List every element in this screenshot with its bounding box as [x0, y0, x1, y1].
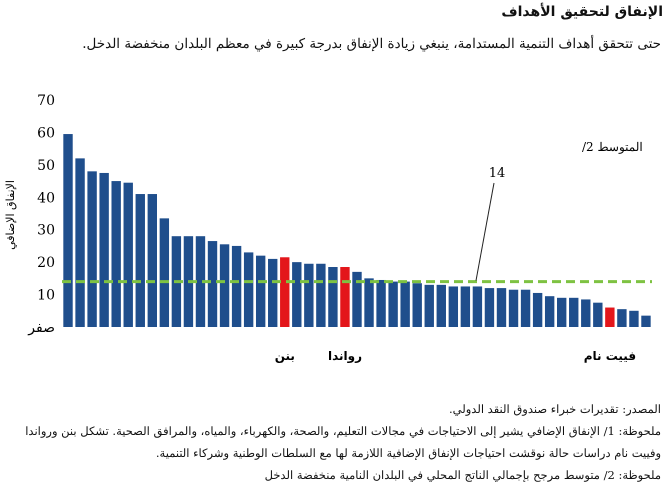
- bar: [532, 292, 543, 327]
- country-label: رواندا: [328, 349, 362, 364]
- bar: [135, 194, 145, 327]
- y-tick-label: صفر: [27, 320, 55, 336]
- country-labels: بنن رواندا فييت نام: [275, 349, 636, 364]
- bar: [111, 181, 121, 327]
- bar: [99, 172, 109, 327]
- bar: [123, 182, 133, 327]
- bar: [400, 281, 410, 327]
- bar: [316, 263, 326, 327]
- bar: [496, 288, 507, 327]
- bar: [376, 279, 386, 327]
- bar: [219, 244, 230, 327]
- bar: [352, 271, 362, 327]
- bar: [243, 252, 254, 327]
- bar: [617, 309, 627, 327]
- bar: [412, 283, 422, 327]
- bar: [544, 296, 555, 327]
- bar: [557, 297, 567, 327]
- y-axis: صفر 10 20 30 40 50 60 70: [27, 93, 55, 336]
- bar: [581, 299, 591, 327]
- y-tick-label: 20: [37, 255, 55, 271]
- bar: [508, 289, 519, 327]
- y-tick-label: 50: [37, 158, 55, 174]
- average-value-label: 14: [489, 166, 506, 181]
- bar: [87, 171, 97, 327]
- bar: [268, 258, 278, 327]
- bar: [364, 278, 374, 327]
- bar: [75, 158, 85, 327]
- bar: [424, 284, 434, 327]
- chart-subtitle: حتى تتحقق أهداف التنمية المستدامة، ينبغي…: [82, 36, 661, 52]
- bar: [569, 297, 579, 327]
- bars-group: [63, 134, 651, 327]
- average-leader-line: [475, 182, 495, 281]
- bar: [484, 288, 495, 327]
- bar: [304, 263, 314, 327]
- bar: [292, 262, 302, 327]
- bar: [159, 218, 170, 327]
- bar: [641, 315, 651, 327]
- bar: [593, 302, 603, 327]
- bar: [448, 286, 459, 327]
- bar: [231, 245, 242, 327]
- footnote-2: ملحوظة: 2/ متوسط مرجح بإجمالي الناتج الم…: [264, 468, 661, 482]
- bar: [472, 286, 483, 327]
- y-tick-label: 10: [37, 288, 55, 304]
- bar-highlighted: [605, 307, 615, 327]
- bar: [629, 310, 639, 327]
- country-label: بنن: [275, 349, 295, 363]
- bar-chart: صفر 10 20 30 40 50 60 70 المتوسط 2/ 14 الإنفاق …: [4, 93, 652, 364]
- y-tick-label: 70: [37, 93, 55, 109]
- country-label: فييت نام: [584, 349, 636, 364]
- y-tick-label: 60: [37, 125, 55, 141]
- y-tick-label: 30: [37, 223, 55, 239]
- bar: [255, 255, 266, 327]
- y-axis-label: الإنفاق الإضافي: [4, 180, 17, 250]
- source-note: المصدر: تقديرات خبراء صندوق النقد الدولي…: [448, 402, 661, 416]
- average-label: المتوسط 2/: [582, 140, 643, 154]
- bar: [147, 194, 157, 327]
- bar: [63, 134, 73, 327]
- bar: [328, 267, 338, 327]
- bar: [520, 289, 531, 327]
- bar: [195, 236, 206, 327]
- bar: [460, 286, 471, 327]
- y-tick-label: 40: [37, 190, 55, 206]
- bar-highlighted: [340, 267, 350, 327]
- notes-section: المصدر: تقديرات خبراء صندوق النقد الدولي…: [11, 398, 661, 486]
- bar: [388, 281, 398, 327]
- bar: [207, 241, 218, 327]
- bar-highlighted: [280, 257, 290, 327]
- footnote-1: ملحوظة: 1/ الإنفاق الإضافي يشير إلى الاح…: [25, 424, 661, 460]
- chart-title: الإنفاق لتحقيق الأهداف: [501, 4, 663, 20]
- bar: [436, 284, 446, 327]
